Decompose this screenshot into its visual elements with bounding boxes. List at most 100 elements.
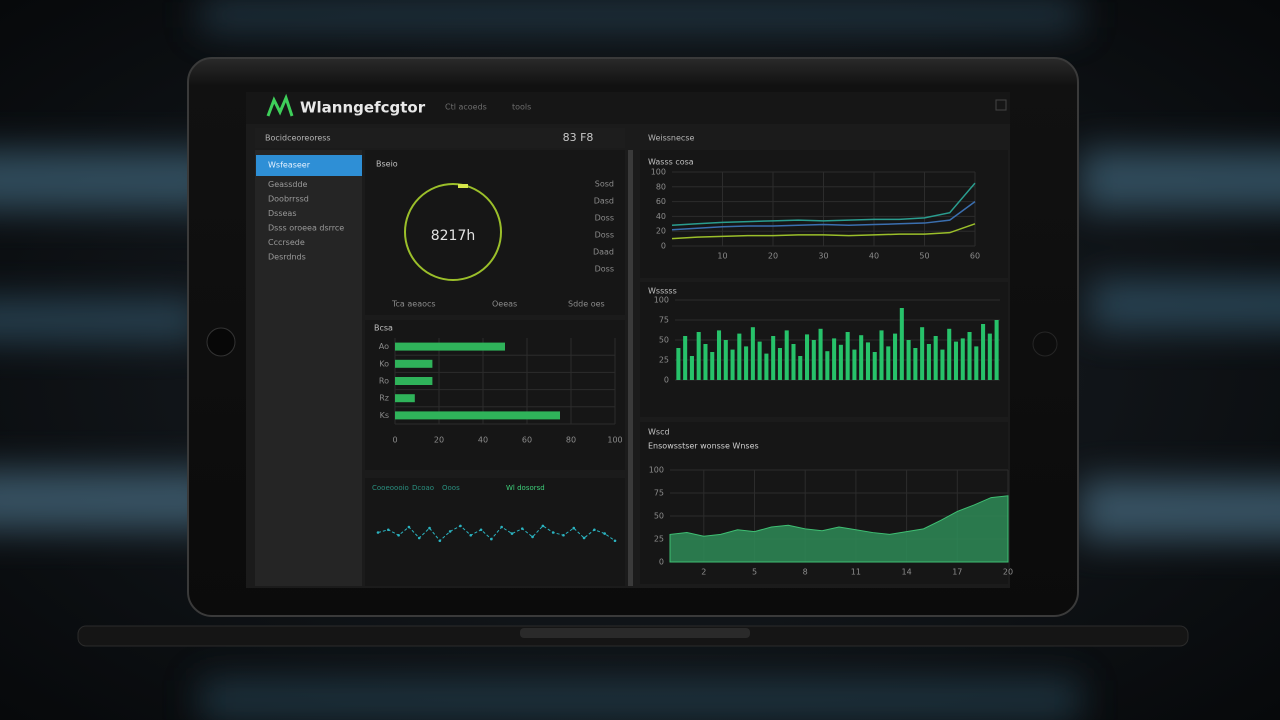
wave-panel <box>365 478 625 586</box>
bar <box>859 335 864 380</box>
panel-title: Ensowsstser wonsse Wnses <box>648 442 759 451</box>
bar <box>818 328 823 380</box>
legend-entry: Dcoao <box>412 484 434 492</box>
logo-icon <box>266 93 294 117</box>
bar <box>974 346 979 380</box>
panel-title: Wscd <box>648 428 670 437</box>
y-tick-label: 100 <box>654 296 669 305</box>
y-tick-label: 0 <box>664 376 669 385</box>
point <box>613 539 617 543</box>
x-tick-label: 20 <box>1003 568 1013 577</box>
bar <box>899 308 904 380</box>
sidebar-item[interactable]: Doobrrssd <box>268 195 309 204</box>
point <box>520 527 524 530</box>
gauge-footer: Tca aeaocs <box>391 300 436 309</box>
bar <box>920 327 925 380</box>
point <box>562 533 565 537</box>
bar <box>933 336 938 380</box>
sidebar-item[interactable]: Geassdde <box>268 180 308 189</box>
point <box>479 528 483 532</box>
x-tick-label: 14 <box>902 568 912 577</box>
divider[interactable] <box>628 150 633 586</box>
bar <box>696 332 701 380</box>
sidebar-item[interactable]: Dsss oroeea dsrrce <box>268 224 344 233</box>
bar <box>764 353 769 380</box>
bar <box>852 349 857 380</box>
top-bar <box>246 92 1010 124</box>
bar <box>967 332 972 380</box>
bar <box>689 356 694 380</box>
point <box>603 532 606 535</box>
sidebar-item[interactable]: Cccrsede <box>268 238 305 247</box>
nav-item[interactable]: Ctl acoeds <box>445 103 487 112</box>
point <box>541 524 545 528</box>
bar <box>771 336 776 380</box>
area-series <box>669 495 1009 563</box>
bar <box>886 346 891 380</box>
bar <box>947 328 952 380</box>
line-series <box>671 182 976 227</box>
bar <box>395 342 505 351</box>
point <box>448 530 452 533</box>
y-tick-label: 0 <box>661 242 666 251</box>
gauge-ring <box>404 183 502 281</box>
bar <box>737 333 742 380</box>
sidebar-active[interactable] <box>256 155 362 176</box>
gauge-scale-label: Daad <box>593 248 614 257</box>
sidebar-item[interactable]: Desrdnds <box>268 253 306 262</box>
point <box>531 535 534 539</box>
y-tick-label: 25 <box>659 356 669 365</box>
bar <box>676 348 681 380</box>
sidebar-item[interactable]: Wsfeaseer <box>268 161 311 170</box>
bar <box>893 333 898 380</box>
activity-panel <box>640 282 1008 417</box>
bar <box>798 356 803 380</box>
y-tick-label: 75 <box>659 316 669 325</box>
point <box>397 533 400 537</box>
x-tick-label: 11 <box>851 568 861 577</box>
point <box>582 536 586 540</box>
y-tick-label: Ro <box>379 377 389 386</box>
line-series <box>671 200 976 231</box>
bar <box>395 377 433 385</box>
sidebar-item[interactable]: Dsseas <box>268 209 297 218</box>
point <box>572 526 576 530</box>
bar <box>777 348 782 380</box>
window-button[interactable] <box>995 99 1007 111</box>
sidebar <box>255 150 362 586</box>
nav-item[interactable]: tools <box>512 103 531 112</box>
point <box>387 528 390 532</box>
panel-title: Bcsa <box>374 324 393 333</box>
point <box>417 536 421 540</box>
x-tick-label: 100 <box>607 436 622 445</box>
x-tick-label: 50 <box>919 252 929 261</box>
x-tick-label: 2 <box>701 568 706 577</box>
bar <box>994 320 999 380</box>
point <box>459 524 462 528</box>
home-button[interactable] <box>206 327 236 357</box>
x-tick-label: 80 <box>566 436 576 445</box>
bar <box>395 394 415 403</box>
panel-title: Wasss cosa <box>648 158 694 167</box>
x-tick-label: 60 <box>970 252 980 261</box>
panel-title: Weissnecse <box>648 134 694 143</box>
bar <box>825 351 830 380</box>
panel-title: Wsssss <box>648 287 677 296</box>
toolbar <box>255 128 625 148</box>
x-tick-label: 0 <box>392 436 397 445</box>
bar <box>744 346 749 380</box>
bar <box>879 330 884 380</box>
x-tick-label: 20 <box>768 252 778 261</box>
y-tick-label: 60 <box>656 197 666 206</box>
bar <box>723 340 728 380</box>
y-tick-label: 50 <box>659 336 669 345</box>
bar <box>784 330 789 380</box>
y-tick-label: 80 <box>656 182 666 191</box>
bar <box>716 330 722 380</box>
y-tick-label: 0 <box>659 558 664 567</box>
y-tick-label: 75 <box>654 489 664 498</box>
gauge-scale-label: Doss <box>595 231 614 240</box>
bar <box>872 352 877 380</box>
